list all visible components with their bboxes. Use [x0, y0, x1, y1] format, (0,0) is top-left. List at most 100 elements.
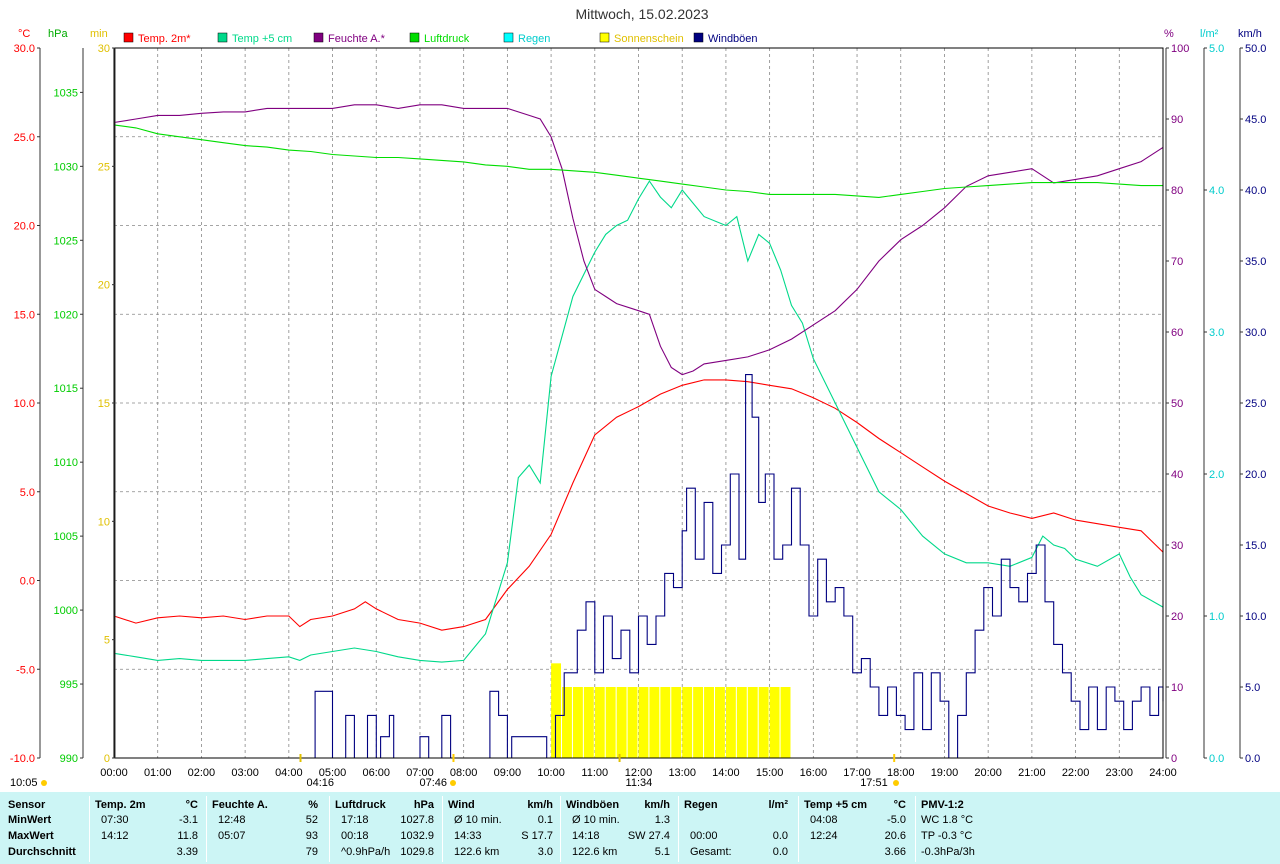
column-separator — [89, 796, 90, 862]
table-value: 93 — [305, 830, 318, 842]
table-time: 17:18 — [341, 814, 369, 826]
table-unit: °C — [185, 799, 198, 811]
unit-humidity: % — [1164, 28, 1174, 40]
tick-label-sunshine: 0 — [104, 753, 110, 765]
legend-label: Feuchte A.* — [328, 33, 386, 45]
sunshine-bar — [758, 687, 769, 758]
tick-label-temp: -5.0 — [16, 664, 35, 676]
table-header: PMV-1:2 — [921, 799, 964, 811]
table-unit: km/h — [644, 799, 670, 811]
x-tick-label: 14:00 — [712, 767, 740, 779]
table-value: 1032.9 — [400, 830, 434, 842]
tick-label-humidity: 40 — [1171, 469, 1183, 481]
moon-icon — [41, 780, 47, 786]
series-feuchte-a — [113, 104, 1164, 376]
tick-label-wind: 0.0 — [1245, 753, 1260, 765]
table-value: 0.0 — [772, 830, 788, 842]
table-value: S 17.7 — [521, 830, 553, 842]
x-tick-label: 04:00 — [275, 767, 303, 779]
table-value: SW 27.4 — [627, 830, 670, 842]
x-tick-label: 23:00 — [1106, 767, 1134, 779]
table-time: 07:30 — [101, 814, 129, 826]
series-temp-5-cm — [113, 180, 1164, 663]
tick-label-humidity: 10 — [1171, 682, 1183, 694]
x-tick-label: 18:00 — [887, 767, 915, 779]
sunshine-bar — [704, 687, 714, 758]
tick-label-wind: 15.0 — [1245, 540, 1266, 552]
table-value: WC 1.8 °C — [921, 814, 974, 826]
sunshine-bar — [562, 687, 572, 758]
x-tick-label: 10:00 — [537, 767, 565, 779]
tick-label-rain: 0.0 — [1209, 753, 1224, 765]
tick-label-sunshine: 5 — [104, 635, 110, 647]
sunshine-bar — [660, 687, 671, 758]
table-time: Ø 10 min. — [572, 814, 620, 826]
table-value: -3.1 — [179, 814, 198, 826]
tick-label-pressure: 1035 — [54, 87, 78, 99]
x-tick-label: 00:00 — [100, 767, 128, 779]
table-unit: l/m² — [768, 799, 788, 811]
table-unit: km/h — [527, 799, 553, 811]
legend-label: Regen — [518, 33, 550, 45]
x-tick-label: 05:00 — [319, 767, 347, 779]
tick-label-pressure: 1020 — [54, 309, 78, 321]
legend: Temp. 2m* Temp +5 cm Feuchte A.* Luftdruck R… — [123, 32, 758, 45]
tick-label-pressure: 995 — [60, 679, 78, 691]
sunshine-bar — [714, 687, 725, 758]
sunshine-bars — [551, 663, 791, 758]
tick-label-temp: -10.0 — [10, 753, 35, 765]
sunshine-bar — [725, 687, 736, 758]
sunshine-bar — [572, 687, 583, 758]
tick-label-sunshine: 20 — [98, 280, 110, 292]
table-header: Luftdruck — [335, 799, 386, 811]
x-tick-label: 16:00 — [800, 767, 828, 779]
sunshine-bar — [747, 687, 758, 758]
statistics-table: Sensor MinWert MaxWert Durchschnitt Temp. 2m… — [0, 792, 1280, 864]
table-header: Temp. 2m — [95, 799, 146, 811]
axes: 00:00 01:00 02:00 03:00 04:00 05:00 06:00 07:00… — [10, 43, 1267, 779]
table-value: 1.3 — [654, 814, 670, 826]
table-header: Wind — [448, 799, 475, 811]
x-tick-label: 17:00 — [843, 767, 871, 779]
x-tick-label: 08:00 — [450, 767, 478, 779]
table-unit: hPa — [413, 799, 434, 811]
table-value: 3.66 — [884, 846, 906, 858]
unit-sunshine: min — [90, 28, 108, 40]
table-unit: % — [308, 799, 318, 811]
unit-wind: km/h — [1238, 28, 1262, 40]
tick-label-humidity: 100 — [1171, 43, 1189, 55]
tick-label-wind: 5.0 — [1245, 682, 1260, 694]
table-value: TP -0.3 °C — [921, 830, 973, 842]
sun-icon — [893, 780, 899, 786]
table-time: 04:08 — [810, 814, 838, 826]
axis-units: °C hPa min % l/m² km/h — [18, 28, 1262, 40]
table-header: Feuchte A. — [212, 799, 268, 811]
tick-label-pressure: 990 — [60, 753, 78, 765]
tick-label-humidity: 20 — [1171, 611, 1183, 623]
sunshine-bar — [583, 687, 594, 758]
legend-swatch — [409, 32, 420, 43]
tick-label-humidity: 0 — [1171, 753, 1177, 765]
table-time: 05:07 — [218, 830, 246, 842]
x-tick-label: 15:00 — [756, 767, 784, 779]
tick-label-rain: 5.0 — [1209, 43, 1224, 55]
tick-label-wind: 25.0 — [1245, 398, 1266, 410]
tick-label-temp: 30.0 — [14, 43, 35, 55]
event-label-noon: 11:34 — [626, 777, 653, 789]
tick-label-humidity: 80 — [1171, 185, 1183, 197]
table-unit: °C — [893, 799, 906, 811]
tick-label-pressure: 1000 — [54, 605, 78, 617]
table-time: 14:18 — [572, 830, 600, 842]
sun-moon-events: 04:16 07:46 11:34 17:51 10:05 — [10, 754, 899, 789]
table-value: 52 — [305, 814, 318, 826]
table-value: 0.0 — [772, 846, 788, 858]
sunshine-bar — [693, 687, 704, 758]
tick-label-temp: 25.0 — [14, 132, 35, 144]
column-separator — [206, 796, 207, 862]
tick-label-wind: 50.0 — [1245, 43, 1266, 55]
grid — [114, 48, 1163, 758]
tick-label-rain: 1.0 — [1209, 611, 1224, 623]
sun-icon — [450, 780, 456, 786]
weather-chart: Mittwoch, 15.02.2023 Temp. 2m* Temp +5 cm… — [9, 6, 1267, 789]
tick-label-humidity: 50 — [1171, 398, 1183, 410]
